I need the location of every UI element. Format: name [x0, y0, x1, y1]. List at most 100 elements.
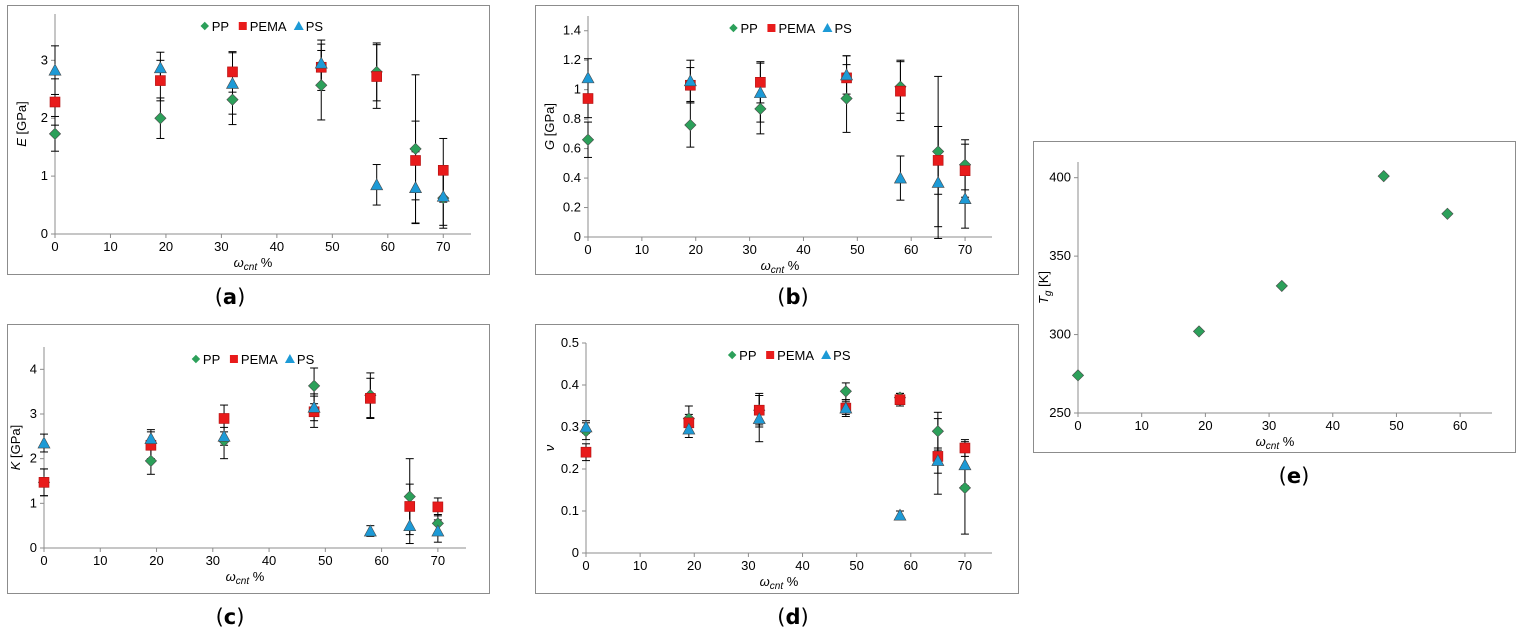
y-tick-label: 0 [574, 229, 581, 244]
data-point-ps [893, 508, 907, 521]
data-point-ps [579, 420, 593, 433]
x-tick-label: 50 [318, 553, 332, 568]
data-point-pp [581, 133, 595, 146]
legend-label: PP [203, 352, 220, 367]
data-point-pp [403, 490, 416, 503]
data-point-pema [959, 442, 971, 454]
data-point-pp [932, 145, 945, 158]
y-tick-label: 1.4 [563, 23, 581, 38]
data-point-pp [1377, 170, 1390, 183]
data-point-ps [581, 71, 595, 84]
legend-label: PP [739, 348, 756, 363]
data-point-pp [958, 481, 972, 494]
legend-label: PS [297, 352, 315, 367]
data-point-ps [431, 524, 445, 537]
panel-label-a: (a) [214, 285, 246, 309]
data-point-pp [1441, 207, 1454, 220]
data-point-pema [755, 77, 766, 88]
y-tick-label: 1 [41, 168, 48, 183]
legend-label: PEMA [241, 352, 278, 367]
data-point-pema [404, 501, 416, 512]
data-point-ps [144, 431, 158, 444]
data-point-ps [48, 63, 62, 76]
legend-marker-pp [200, 21, 210, 31]
chart-c: 0 10 20 30 40 50 60 70 0 1 2 3 4 ωcnt % K [GPa] PP PEMA P… [8, 347, 466, 587]
legend-label: PEMA [778, 21, 815, 36]
y-axis-label: G [GPa] [542, 103, 557, 150]
y-tick-label: 0.2 [561, 461, 579, 476]
chart-b: 0 10 20 30 40 50 60 70 0 0.2 0.4 0.6 0.8 1 1.2 1.4 ωcnt … [542, 16, 992, 276]
y-tick-label: 1 [30, 495, 37, 510]
panel-label-b: (b) [777, 285, 809, 309]
legend-marker-ps [822, 23, 833, 32]
data-point-ps [363, 524, 377, 537]
legend-marker-ps [293, 21, 304, 30]
x-tick-label: 70 [436, 239, 450, 254]
data-point-pema [371, 71, 383, 82]
chart-panel-c: 0 10 20 30 40 50 60 70 0 1 2 3 4 ωcnt % K [GPa] PP PEMA P… [7, 324, 490, 594]
y-tick-label: 0.3 [561, 419, 579, 434]
legend-item-pema: PEMA [767, 21, 816, 36]
legend-marker-ps [284, 354, 295, 363]
data-point-ps [753, 85, 767, 98]
x-tick-label: 60 [904, 242, 918, 257]
data-point-pp [839, 385, 852, 398]
legend-label: PEMA [777, 348, 814, 363]
x-tick-label: 50 [325, 239, 339, 254]
legend-item-pp: PP [727, 348, 757, 363]
x-tick-label: 60 [374, 553, 388, 568]
x-tick-label: 60 [381, 239, 395, 254]
data-point-pema [959, 165, 971, 176]
data-point-ps [225, 76, 239, 89]
y-tick-label: 400 [1049, 170, 1071, 185]
x-tick-label: 30 [206, 553, 220, 568]
data-point-ps [931, 175, 945, 188]
x-tick-label: 30 [742, 242, 756, 257]
y-tick-label: 0.8 [563, 111, 581, 126]
x-tick-label: 50 [849, 558, 863, 573]
data-point-ps [409, 181, 423, 193]
y-tick-label: 3 [30, 406, 37, 421]
x-tick-label: 40 [795, 558, 809, 573]
data-point-pema [49, 96, 61, 108]
chart-a: 0 10 20 30 40 50 60 70 0 1 2 3 ωcnt % E [GPa] PP PEMA PS [14, 14, 471, 273]
data-point-pp [154, 112, 167, 125]
legend-item-pp: PP [200, 19, 229, 34]
y-tick-label: 250 [1049, 405, 1071, 420]
x-tick-label: 70 [958, 558, 972, 573]
y-tick-label: 300 [1049, 327, 1071, 342]
y-tick-label: 0.4 [561, 377, 579, 392]
data-point-pema [932, 155, 944, 166]
x-tick-label: 30 [1262, 418, 1276, 433]
y-tick-label: 1 [574, 82, 581, 97]
data-point-pp [1192, 325, 1206, 338]
data-point-pp [226, 93, 239, 106]
chart-d: 0 10 20 30 40 50 60 70 0 0.1 0.2 0.3 0.4 0.5 ωcnt % ν PP… [542, 335, 992, 592]
legend-item-pp: PP [191, 352, 220, 367]
x-tick-label: 20 [159, 239, 173, 254]
legend-marker-pp [729, 23, 738, 33]
x-tick-label: 40 [796, 242, 810, 257]
data-point-pp [840, 92, 853, 105]
chart-panel-b: 0 10 20 30 40 50 60 70 0 0.2 0.4 0.6 0.8 1 1.2 1.4 ωcnt … [535, 5, 1019, 276]
x-tick-label: 0 [584, 242, 591, 257]
y-axis-label: ν [542, 444, 557, 451]
legend-item-ps: PS [821, 348, 851, 363]
chart-panel-a: 0 10 20 30 40 50 60 70 0 1 2 3 ωcnt % E [GPa] PP PEMA PS [7, 5, 490, 275]
y-tick-label: 0 [572, 545, 579, 560]
legend-marker-pema [229, 355, 238, 363]
data-point-pp [931, 425, 944, 438]
legend-label: PS [306, 19, 324, 34]
legend-marker-pema [238, 22, 247, 30]
panel-label-c: (c) [215, 605, 245, 629]
data-point-ps [314, 56, 328, 69]
legend-marker-pp [727, 350, 737, 360]
chart-panel-e: 0 10 20 30 40 50 60 250 300 350 400 ωcnt % Tg [K] [1033, 141, 1516, 453]
y-tick-label: 0.1 [561, 503, 579, 518]
x-tick-label: 40 [262, 553, 276, 568]
x-axis-label: ωcnt % [761, 258, 800, 276]
legend-label: PS [834, 21, 852, 36]
data-point-pp [48, 127, 62, 140]
data-point-ps [370, 178, 384, 191]
y-tick-label: 0.2 [563, 200, 581, 215]
